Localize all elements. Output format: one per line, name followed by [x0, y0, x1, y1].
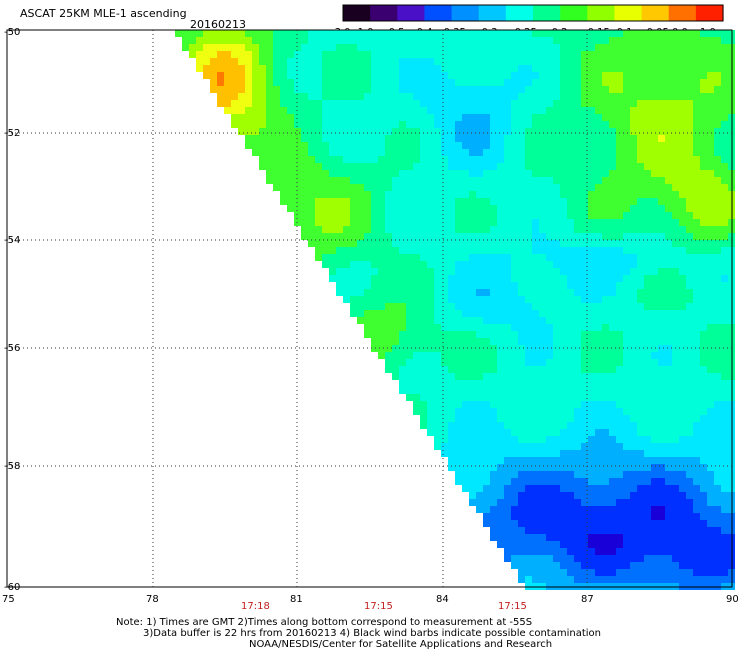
lon-label: 78 — [146, 594, 159, 605]
lon-label: 87 — [581, 594, 594, 605]
lon-label: 90 — [726, 594, 739, 605]
colorbar-swatch — [370, 5, 398, 21]
colorbar-swatch — [560, 5, 588, 21]
note-line-3: NOAA/NESDIS/Center for Satellite Applica… — [249, 639, 552, 650]
colorbar-swatch — [451, 5, 480, 21]
wind-data-field — [175, 30, 735, 590]
colorbar-swatch — [397, 5, 426, 21]
colorbar-frame — [342, 4, 724, 22]
lat-label: -52 — [4, 128, 20, 139]
graticule — [7, 30, 732, 587]
note-line-1: Note: 1) Times are GMT 2)Times along bot… — [116, 617, 532, 628]
colorbar-swatch — [641, 5, 670, 21]
lon-label: 75 — [2, 594, 15, 605]
colorbar-swatch — [668, 5, 697, 21]
colorbar-swatch — [424, 5, 453, 21]
colorbar-swatch — [695, 5, 724, 21]
lat-label: -56 — [4, 343, 20, 354]
lat-label: -54 — [4, 235, 20, 246]
product-title: ASCAT 25KM MLE-1 ascending — [20, 7, 187, 20]
time-label: 17:18 — [241, 601, 270, 612]
colorbar-swatch — [505, 5, 534, 21]
colorbar-swatch — [478, 5, 507, 21]
lat-label: -60 — [4, 582, 20, 593]
lon-label: 81 — [290, 594, 303, 605]
time-label: 17:15 — [498, 601, 527, 612]
lon-label: 84 — [436, 594, 449, 605]
colorbar-swatch — [343, 5, 371, 21]
note-line-2: 3)Data buffer is 22 hrs from 20160213 4)… — [143, 628, 601, 639]
product-date: 20160213 — [190, 18, 246, 31]
map-frame — [6, 29, 733, 588]
time-label: 17:15 — [364, 601, 393, 612]
colorbar-swatch — [533, 5, 561, 21]
lat-label: -58 — [4, 461, 20, 472]
colorbar-swatch — [614, 5, 643, 21]
colorbar-swatch — [587, 5, 616, 21]
lat-label: -50 — [4, 27, 20, 38]
